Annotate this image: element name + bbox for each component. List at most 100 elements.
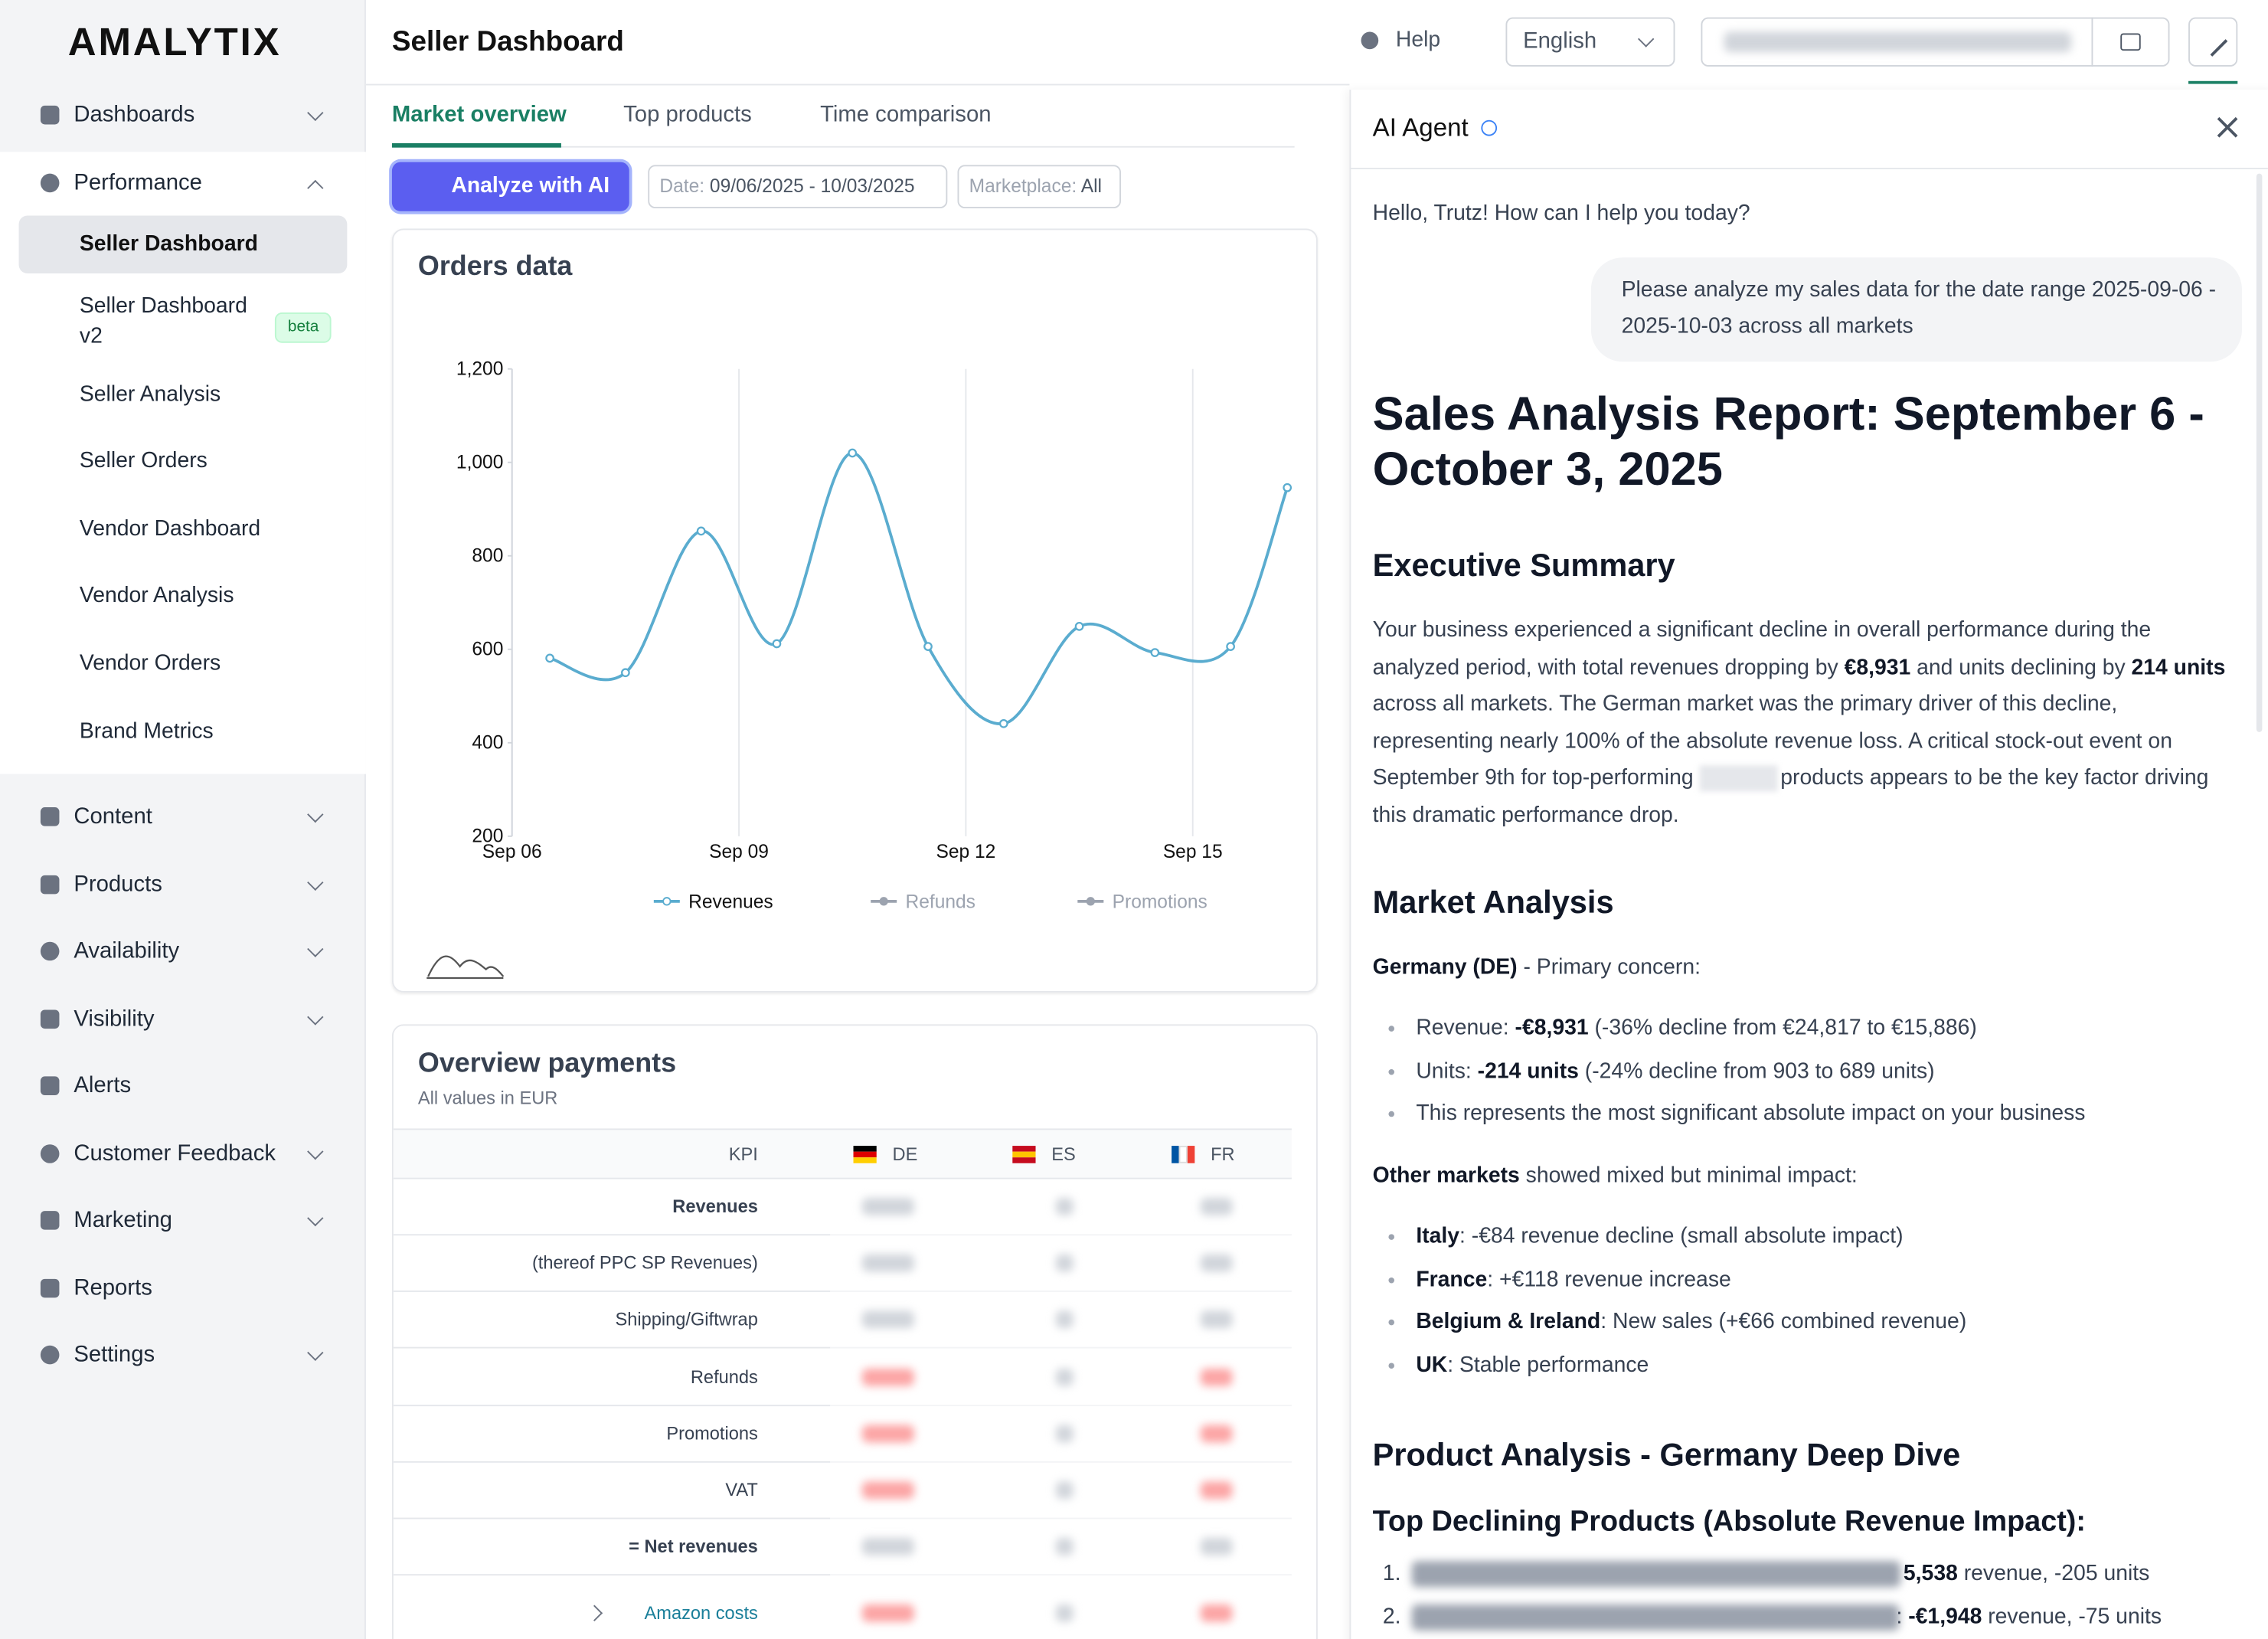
redacted-value [1200,1481,1233,1500]
marketplace-filter[interactable] [957,165,1121,209]
bullet [1388,1068,1394,1075]
text-run: showed mixed but minimal impact: [1519,1163,1858,1188]
legend-label: Revenues [688,891,773,912]
nav-item[interactable]: Products [74,872,162,897]
bullet [1388,1363,1394,1369]
nav-icon [40,1076,60,1096]
chevron [307,941,324,958]
logo: AMALYTIX [67,20,282,64]
nav-item[interactable]: Customer Feedback [74,1140,276,1166]
legend-swatch-dot [879,897,888,906]
text-run: France [1416,1267,1488,1292]
redacted-value [861,1255,914,1272]
paragraph: Germany (DE) - Primary concern: [1373,954,1701,983]
data-point [923,642,933,651]
column-header: KPI [728,1144,758,1165]
nav-subitem[interactable]: Seller Analysis [79,381,221,407]
nav-item[interactable]: Availability [74,939,180,964]
nav-subitem[interactable]: Seller Orders [79,448,208,474]
help-link[interactable]: Help [1395,27,1441,53]
row-label: Refunds [690,1366,758,1387]
filter-value: 09/06/2025 - 10/03/2025 [709,175,915,197]
redacted-product [1411,1604,1900,1631]
row-link[interactable]: Amazon costs [644,1603,758,1624]
row-divider [830,1234,1292,1236]
nav-item[interactable]: Visibility [74,1006,155,1032]
section-heading: Product Analysis - Germany Deep Dive [1372,1436,1961,1474]
row-label: Revenues [672,1196,758,1217]
paragraph: Your business experienced a significant … [1373,612,2240,833]
ai-button[interactable] [391,162,629,211]
bullet [1388,1320,1394,1327]
nav-item[interactable]: Settings [74,1343,155,1368]
nav-subitem[interactable]: Brand Metrics [79,718,214,744]
chevron [307,1143,324,1160]
date-filter[interactable] [648,165,948,209]
text-run: products appears to be the key factor dr… [1372,765,2209,827]
redacted-value [1055,1425,1074,1442]
close-button[interactable] [2214,114,2240,140]
card-subtitle: All values in EUR [417,1088,558,1108]
nav-subitem[interactable]: Vendor Dashboard [79,515,261,541]
data-point [1150,648,1160,657]
tab[interactable]: Time comparison [820,103,992,128]
y-tick-label: 400 [472,732,503,753]
chevron [307,874,324,891]
text-run: : [1896,1604,1909,1630]
logout-icon [2120,33,2141,51]
nav-item[interactable]: Performance [74,169,202,195]
data-point [621,668,630,678]
list-item: Units: -214 units (-24% decline from 903… [1416,1057,1934,1086]
nav-subitem[interactable]: Vendor Orders [79,651,221,676]
data-point [848,448,858,458]
redacted-value [1200,1425,1233,1442]
text-run: Units: [1416,1058,1478,1084]
bullet [1388,1026,1394,1032]
nav-icon [40,942,60,961]
row-divider [830,1291,1292,1293]
filter-label: Date: [659,175,710,197]
column-header: FR [1211,1144,1235,1165]
nav-item[interactable]: Content [74,804,152,829]
tabs-divider [391,146,1295,148]
text-run: : New sales (+€66 combined revenue) [1600,1310,1967,1335]
nav-subitem[interactable]: Seller Dashboard v2 [79,293,247,348]
nav-item[interactable]: Dashboards [74,103,195,128]
language-select[interactable] [1505,17,1675,67]
row-label: VAT [725,1480,758,1500]
nav-subitem[interactable]: Seller Dashboard [79,231,258,257]
redacted-value [1055,1198,1074,1215]
y-tick-label: 200 [472,826,503,846]
tab[interactable]: Market overview [391,103,567,128]
nav-item[interactable]: Alerts [74,1073,132,1099]
ai-toggle[interactable] [2188,17,2238,67]
orders-chart: Sep 06 Sep 09 Sep 12 Sep 15 200 400 600 800 1,00… [426,358,1292,980]
list-item: Belgium & Ireland: New sales (+€66 combi… [1416,1308,1966,1337]
text-run: 5,538 [1903,1561,1958,1586]
nav-icon [40,807,60,826]
nav-subitem[interactable]: Vendor Analysis [79,584,234,609]
page-title: Seller Dashboard [391,26,624,58]
main [365,0,1292,1639]
redacted-value [1200,1368,1233,1385]
orders-card [391,228,1318,993]
card-title: Overview payments [417,1049,677,1080]
data-point [545,653,554,663]
data-point [998,718,1008,728]
sidebar: AMALYTIX Dashboards Performance Seller Dash… [0,0,366,1639]
language-value[interactable]: English [1523,28,1597,54]
row-divider [830,1517,1292,1520]
logout-button[interactable] [2091,17,2169,67]
bullet [1388,1234,1394,1240]
y-tick-label: 600 [472,639,503,659]
tab[interactable]: Top products [623,103,752,128]
nav-item[interactable]: Reports [74,1275,152,1300]
row-label: Promotions [666,1423,758,1444]
ai-button-label[interactable]: Analyze with AI [451,173,610,198]
data-point [772,639,782,649]
list-item: Revenue: -€8,931 (-36% decline from €24,… [1416,1014,1976,1043]
help-icon [1361,31,1379,50]
user-bubble [1590,257,2242,362]
nav-item[interactable]: Marketing [74,1208,172,1233]
